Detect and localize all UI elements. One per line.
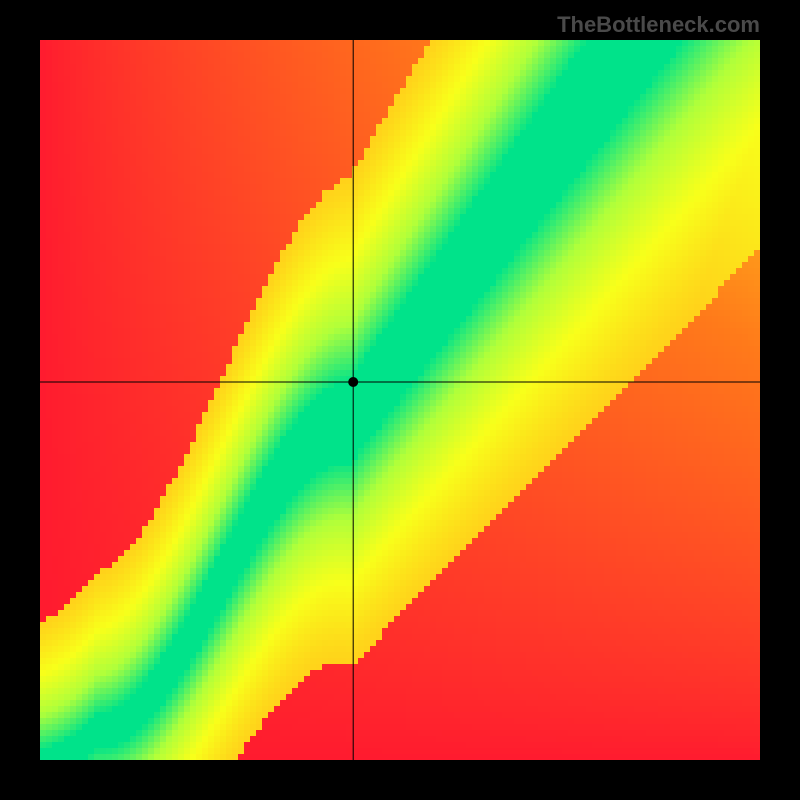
chart-container: TheBottleneck.com [0, 0, 800, 800]
bottleneck-heatmap [40, 40, 760, 760]
watermark-text: TheBottleneck.com [557, 12, 760, 38]
